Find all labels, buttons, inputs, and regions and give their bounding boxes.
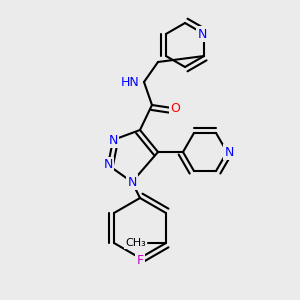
Text: F: F [136, 254, 144, 266]
Text: N: N [197, 28, 207, 40]
Text: N: N [108, 134, 118, 146]
Text: N: N [224, 146, 234, 158]
Text: CH₃: CH₃ [125, 238, 146, 248]
Text: HN: HN [121, 76, 140, 88]
Text: N: N [127, 176, 137, 188]
Text: O: O [170, 101, 180, 115]
Text: N: N [103, 158, 113, 172]
